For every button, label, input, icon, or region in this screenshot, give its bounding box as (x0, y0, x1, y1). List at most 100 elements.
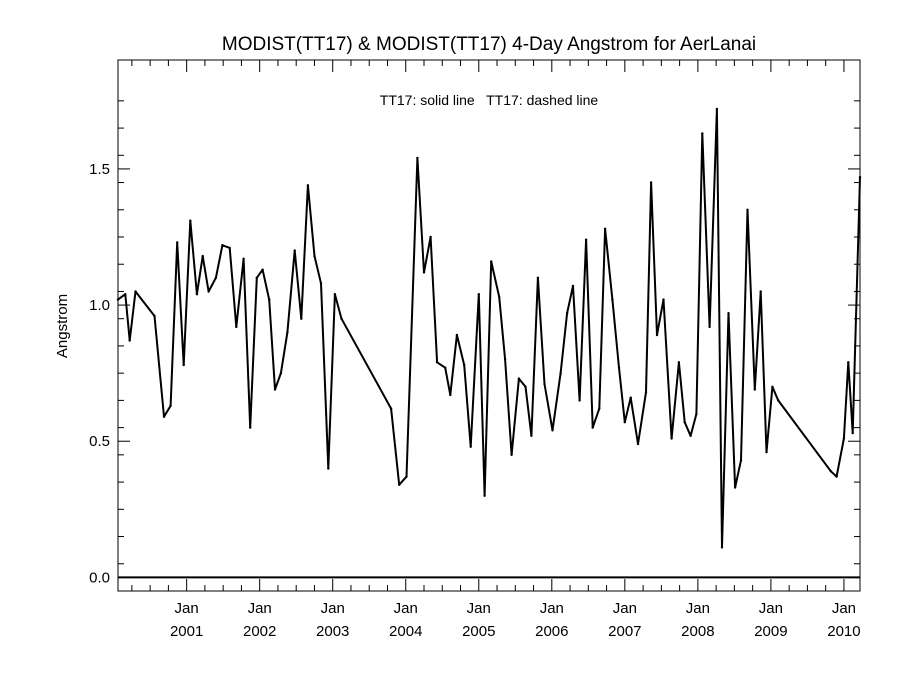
data-point (429, 235, 432, 239)
data-point (422, 271, 426, 274)
axis-ticks (118, 60, 860, 592)
data-point (286, 331, 289, 334)
data-point (214, 276, 218, 279)
x-tick-label-year: 2007 (608, 623, 641, 640)
data-point (134, 290, 137, 293)
data-point (189, 219, 192, 222)
x-tick-label-month: Jan (175, 600, 199, 617)
y-tick-label: 0.0 (89, 569, 110, 586)
x-tick-label-month: Jan (321, 600, 345, 617)
x-tick-label-month: Jan (248, 600, 272, 617)
data-point (655, 333, 659, 337)
legend-annotation: TT17: solid line TT17: dashed line (380, 92, 599, 108)
data-point (313, 254, 316, 258)
data-point (617, 366, 621, 369)
data-point (715, 107, 719, 111)
data-point (435, 361, 439, 364)
x-tick-label-year: 2004 (389, 623, 422, 640)
data-point (398, 483, 401, 486)
data-point (536, 276, 540, 279)
data-point (273, 388, 277, 391)
data-point (182, 363, 185, 367)
x-tick-label-year: 2006 (535, 623, 568, 640)
data-point (701, 132, 704, 135)
data-point (228, 246, 231, 250)
data-point (201, 254, 204, 258)
data-point (530, 434, 533, 437)
data-point (670, 437, 673, 440)
data-point (683, 421, 686, 424)
data-point (765, 450, 768, 454)
data-point (463, 363, 466, 367)
data-point (733, 486, 737, 489)
y-tick-label: 1.5 (89, 161, 110, 178)
data-point (169, 404, 172, 407)
x-tick-label-year: 2005 (462, 623, 495, 640)
data-point (221, 244, 224, 247)
data-point (708, 325, 711, 329)
data-point (759, 290, 762, 293)
data-point (255, 276, 258, 279)
data-point (389, 407, 393, 410)
x-tick-label-month: Jan (832, 600, 856, 617)
data-point (578, 399, 581, 402)
data-point (636, 442, 640, 446)
series-group (116, 107, 862, 549)
data-point (739, 459, 743, 462)
data-point (477, 293, 480, 296)
data-point (416, 156, 419, 160)
data-point (753, 388, 756, 391)
data-point (851, 431, 854, 435)
data-point (727, 312, 730, 315)
data-point (503, 358, 507, 361)
x-tick-label-year: 2008 (681, 623, 714, 640)
chart-title: MODIST(TT17) & MODIST(TT17) 4-Day Angstr… (222, 34, 756, 55)
data-point (405, 475, 408, 478)
data-point (249, 426, 252, 429)
x-tick-label-year: 2010 (827, 623, 860, 640)
data-point (319, 282, 323, 285)
x-tick-label-month: Jan (759, 600, 783, 617)
data-point (327, 467, 330, 470)
series-line (117, 108, 861, 549)
data-point (689, 434, 692, 437)
data-point (195, 293, 199, 296)
data-point (261, 268, 264, 271)
data-point (543, 382, 546, 386)
data-point (771, 385, 774, 388)
data-point (300, 317, 303, 320)
data-point (153, 314, 156, 318)
data-point (469, 445, 472, 448)
x-tick-label-month: Jan (467, 600, 491, 617)
data-point (340, 317, 343, 320)
data-point (498, 295, 501, 299)
data-point (207, 290, 210, 293)
data-point (242, 257, 245, 260)
x-tick-label-year: 2002 (243, 623, 276, 640)
data-point (598, 407, 601, 410)
data-point (623, 421, 626, 424)
data-point (176, 241, 179, 244)
data-point (591, 426, 594, 429)
data-point (720, 546, 724, 549)
data-point (777, 399, 780, 402)
data-point (490, 260, 493, 263)
data-point (551, 429, 554, 432)
data-point (116, 298, 120, 301)
data-point (235, 325, 238, 329)
data-point (124, 293, 127, 296)
data-point (455, 333, 459, 337)
data-point (629, 396, 632, 399)
data-point (677, 361, 681, 364)
data-point (268, 298, 271, 301)
x-tick-label-month: Jan (613, 600, 637, 617)
data-point (483, 494, 486, 497)
data-point (662, 298, 665, 301)
data-point (746, 208, 749, 211)
data-point (559, 372, 562, 375)
data-point (444, 366, 447, 369)
x-tick-label-month: Jan (686, 600, 710, 617)
data-point (835, 475, 838, 478)
data-point (162, 415, 166, 418)
